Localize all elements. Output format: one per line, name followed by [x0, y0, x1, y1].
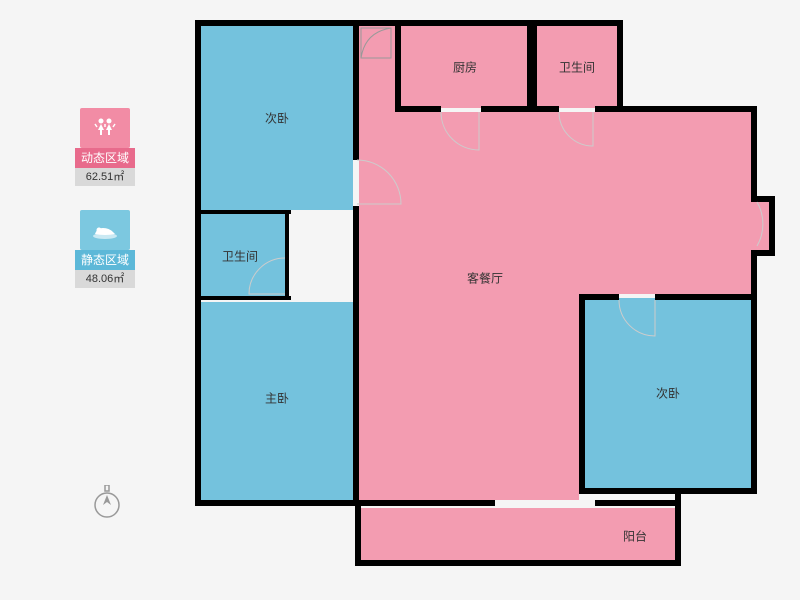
dynamic-zone-label: 动态区域: [75, 148, 135, 168]
floor-plan: 次卧卫生间主卧厨房卫生间客餐厅次卧阳台: [195, 18, 775, 578]
people-icon: [93, 116, 117, 140]
room-label-kitchen: 厨房: [453, 59, 477, 76]
room-label-living_dining: 客餐厅: [467, 270, 503, 287]
static-zone-icon: [80, 210, 130, 250]
legend-dynamic: 动态区域 62.51㎡: [75, 108, 135, 186]
room-label-secondary_bedroom_top: 次卧: [265, 110, 289, 127]
dynamic-zone-icon: [80, 108, 130, 148]
room-label-balcony: 阳台: [623, 528, 647, 545]
legend: 动态区域 62.51㎡ 静态区域 48.06㎡: [75, 108, 135, 312]
sleep-icon: [91, 220, 119, 240]
static-zone-label: 静态区域: [75, 250, 135, 270]
legend-static: 静态区域 48.06㎡: [75, 210, 135, 288]
room-label-secondary_bedroom_right: 次卧: [656, 385, 680, 402]
dynamic-zone-value: 62.51㎡: [75, 168, 135, 186]
compass-icon: [92, 485, 122, 524]
room-label-bathroom_right: 卫生间: [559, 59, 595, 76]
static-zone-value: 48.06㎡: [75, 270, 135, 288]
room-label-master_bedroom: 主卧: [265, 390, 289, 407]
room-label-bathroom_left: 卫生间: [222, 248, 258, 265]
